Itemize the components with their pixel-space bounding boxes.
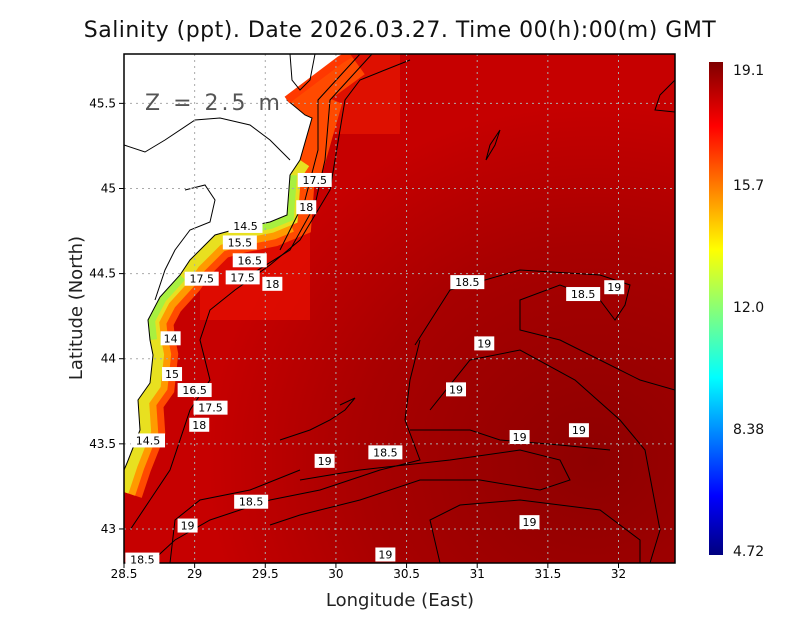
svg-text:18: 18 bbox=[192, 419, 206, 432]
svg-text:19: 19 bbox=[513, 431, 527, 444]
contour-label: 19 bbox=[375, 547, 396, 562]
contour-label: 16.5 bbox=[177, 383, 212, 398]
y-tick-label: 43 bbox=[101, 522, 116, 536]
contour-label: 17.5 bbox=[193, 400, 228, 415]
contour-label: 19 bbox=[519, 515, 540, 530]
x-tick-label: 30 bbox=[328, 567, 343, 581]
contour-label: 15 bbox=[162, 367, 183, 382]
y-tick-label: 43.5 bbox=[89, 437, 116, 451]
svg-text:18.5: 18.5 bbox=[571, 288, 596, 301]
svg-text:14.5: 14.5 bbox=[136, 434, 161, 447]
svg-text:19: 19 bbox=[181, 520, 195, 533]
colorbar-label: 19.1 bbox=[733, 63, 764, 79]
colorbar bbox=[709, 62, 723, 555]
contour-label: 18.5 bbox=[234, 494, 269, 509]
colorbar-label: 8.38 bbox=[733, 422, 764, 438]
x-axis-ticks: 28.5 29 29.5 30 30.5 31 31.5 32 bbox=[111, 563, 626, 581]
contour-label: 16.5 bbox=[232, 253, 267, 268]
contour-label: 18.5 bbox=[125, 552, 160, 567]
contour-label: 17.5 bbox=[297, 172, 332, 187]
contour-label: 19 bbox=[568, 423, 589, 438]
plot-title: Salinity (ppt). Date 2026.03.27. Time 00… bbox=[83, 18, 717, 43]
svg-text:18.5: 18.5 bbox=[373, 446, 398, 459]
colorbar-label: 15.7 bbox=[733, 178, 764, 194]
svg-text:17.5: 17.5 bbox=[189, 273, 214, 286]
svg-text:18: 18 bbox=[299, 201, 313, 214]
svg-text:15.5: 15.5 bbox=[228, 236, 253, 249]
land bbox=[124, 54, 351, 471]
svg-text:18: 18 bbox=[265, 278, 279, 291]
contour-label: 17.5 bbox=[184, 271, 219, 286]
x-tick-label: 30.5 bbox=[393, 567, 420, 581]
svg-text:16.5: 16.5 bbox=[237, 254, 262, 267]
svg-text:16.5: 16.5 bbox=[182, 384, 207, 397]
x-tick-label: 28.5 bbox=[111, 567, 138, 581]
contour-label: 19 bbox=[314, 453, 335, 468]
x-axis-label: Longitude (East) bbox=[326, 590, 474, 611]
x-tick-label: 29.5 bbox=[252, 567, 279, 581]
contour-label: 19 bbox=[446, 382, 467, 397]
contour-label: 15.5 bbox=[222, 235, 257, 250]
y-tick-label: 44 bbox=[101, 352, 116, 366]
svg-text:15: 15 bbox=[165, 368, 179, 381]
y-tick-label: 45.5 bbox=[89, 96, 116, 110]
contour-label: 18 bbox=[296, 200, 317, 215]
contour-label: 18.5 bbox=[368, 445, 403, 460]
x-tick-label: 31.5 bbox=[534, 567, 561, 581]
contour-label: 19 bbox=[509, 430, 530, 445]
svg-text:14.5: 14.5 bbox=[233, 220, 258, 233]
contour-label: 19 bbox=[604, 280, 625, 295]
contour-label: 17.5 bbox=[225, 270, 260, 285]
contour-labels: 17.5 18 14.5 15.5 16.5 17.5 17.5 18 18.5 18.5 19 14… bbox=[125, 172, 625, 567]
svg-text:19: 19 bbox=[449, 383, 463, 396]
contour-label: 18 bbox=[262, 276, 283, 291]
svg-text:19: 19 bbox=[378, 548, 392, 561]
contour-label: 14.5 bbox=[131, 433, 166, 448]
y-axis-label: Latitude (North) bbox=[66, 236, 87, 380]
contour-label: 14 bbox=[160, 331, 181, 346]
svg-text:18.5: 18.5 bbox=[130, 554, 155, 567]
y-axis-ticks: 43 43.5 44 44.5 45 45.5 bbox=[89, 96, 124, 536]
colorbar-label: 12.0 bbox=[733, 300, 764, 316]
y-tick-label: 44.5 bbox=[89, 267, 116, 281]
contour-label: 18.5 bbox=[450, 275, 485, 290]
svg-text:17.5: 17.5 bbox=[302, 174, 327, 187]
svg-text:17.5: 17.5 bbox=[198, 402, 223, 415]
svg-text:19: 19 bbox=[477, 337, 491, 350]
x-tick-label: 32 bbox=[611, 567, 626, 581]
contour-label: 18.5 bbox=[566, 287, 601, 302]
contour-label: 14.5 bbox=[228, 218, 263, 233]
contour-label: 19 bbox=[177, 518, 198, 533]
contour-label: 18 bbox=[189, 417, 210, 432]
depth-label: Z = 2.5 m bbox=[145, 91, 283, 116]
map-field bbox=[124, 54, 675, 563]
x-tick-label: 29 bbox=[187, 567, 202, 581]
svg-text:19: 19 bbox=[318, 455, 332, 468]
y-tick-label: 45 bbox=[101, 181, 116, 195]
svg-text:19: 19 bbox=[607, 281, 621, 294]
svg-text:19: 19 bbox=[522, 516, 536, 529]
svg-text:18.5: 18.5 bbox=[455, 276, 480, 289]
contour-label: 19 bbox=[474, 336, 495, 351]
svg-text:17.5: 17.5 bbox=[230, 271, 255, 284]
plot-frame bbox=[123, 53, 676, 564]
svg-text:18.5: 18.5 bbox=[239, 496, 264, 509]
svg-text:14: 14 bbox=[164, 332, 178, 345]
colorbar-label: 4.72 bbox=[733, 544, 764, 560]
svg-text:19: 19 bbox=[572, 424, 586, 437]
x-tick-label: 31 bbox=[470, 567, 485, 581]
